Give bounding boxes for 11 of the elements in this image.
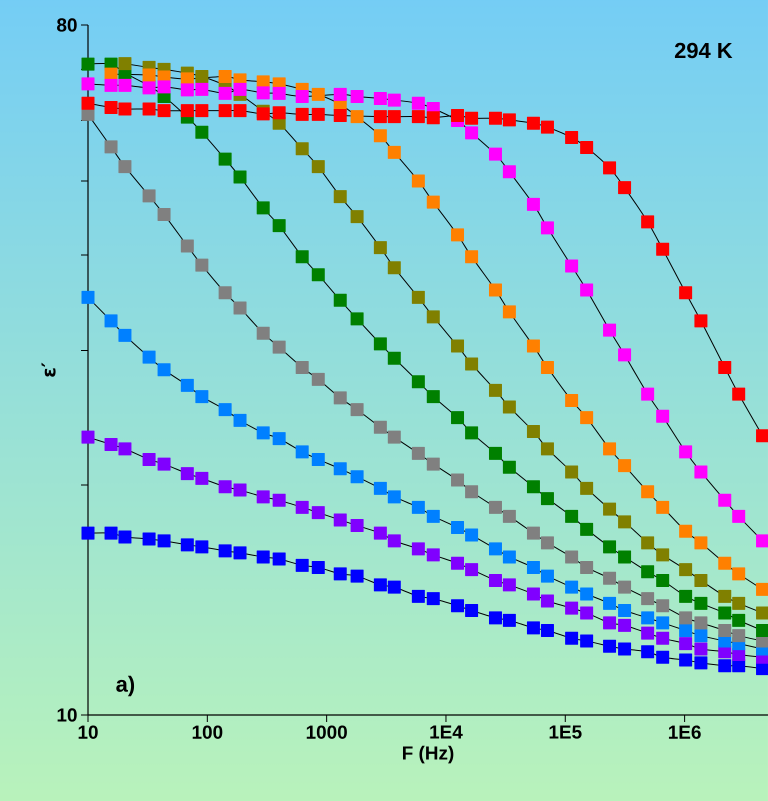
x-tick-label: 10 — [78, 725, 98, 739]
x-tick-label: 1000 — [306, 725, 347, 739]
x-tick-label: 1E6 — [668, 725, 701, 739]
x-tick-label: 1E5 — [550, 725, 582, 739]
annotation: a) — [116, 676, 134, 696]
x-tick-label: 100 — [192, 725, 222, 739]
annotation: 294 K — [674, 42, 732, 58]
y-tick-label: 80 — [57, 18, 77, 32]
y-axis-title: ε′ — [42, 362, 56, 377]
x-tick-label: 1E4 — [430, 725, 463, 738]
x-axis-title: F (Hz) — [402, 746, 454, 764]
